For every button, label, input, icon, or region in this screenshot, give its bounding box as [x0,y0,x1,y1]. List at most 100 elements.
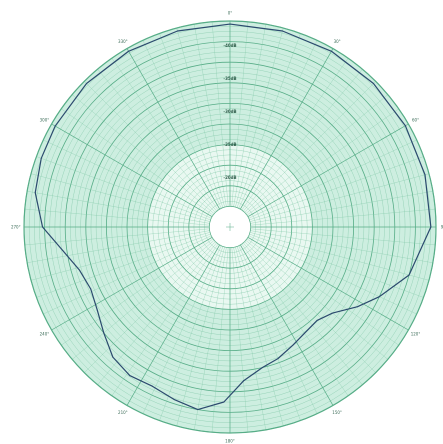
grid-spoke [236,33,301,208]
data-point [404,125,406,127]
data-point [242,380,244,382]
radial-tick-label: -35dB [223,76,236,81]
data-point [408,274,410,276]
grid-spoke [250,230,433,263]
grid-spoke [27,191,210,224]
grid-spoke [51,123,213,218]
grid-spoke [250,191,433,224]
radial-tick-label: -30dB [223,109,236,114]
grid-spoke [231,21,249,207]
grid-spoke [243,242,363,385]
angle-tick-label: 240° [40,332,50,337]
angle-tick-label: 60° [412,117,419,122]
grid-spoke [36,233,211,298]
grid-spoke [61,108,214,216]
data-point [129,375,131,377]
grid-spoke [159,246,224,421]
grid-spoke [239,48,334,210]
grid-spoke [126,48,221,210]
data-point [40,157,42,159]
grid-spoke [176,246,225,427]
angle-tick-label: 180° [225,439,235,444]
grid-spoke [97,69,217,212]
grid-spoke [211,21,229,207]
grid-spoke [246,238,399,346]
data-point [357,306,359,308]
grid-spoke [142,245,222,414]
data-point [197,409,199,411]
grid-spoke [243,69,363,212]
grid-spoke [239,244,334,406]
data-point [54,125,56,127]
grid-spoke [247,236,409,331]
grid-spoke [72,94,215,214]
grid-spoke [97,242,217,385]
grid-spoke [30,173,211,222]
angle-tick-label: 0° [228,10,233,15]
data-point [62,250,64,252]
grid-spoke [194,24,227,207]
grid-spoke [27,230,210,263]
data-point [34,192,36,194]
angle-tick-label: 330° [118,39,128,44]
grid-spoke [250,208,436,226]
grid-spoke [245,94,388,214]
grid-spoke [248,235,417,315]
grid-spoke [51,236,213,331]
data-point [277,358,279,360]
grid-spoke [61,238,214,346]
grid-spoke [245,240,388,360]
grid-spoke [241,243,349,396]
data-point [223,401,225,403]
grid-spoke [235,246,284,427]
data-point [261,367,263,368]
grid-spoke [43,139,212,219]
grid-spoke [249,232,430,281]
data-point [90,288,92,290]
data-series [34,23,432,411]
tick-labels: 0° 30° 60° 90° 120° 150° 180° 210° 240° 270° 300° 3… [11,10,443,443]
angle-tick-label: 30° [334,39,341,44]
series-line [34,23,432,411]
grid-spoke [246,108,399,216]
data-point [330,50,332,52]
grid-spoke [250,228,436,246]
data-point [372,83,374,85]
radial-tick-label: -40dB [223,43,236,48]
grid-spoke [235,27,284,208]
data-point [229,23,231,25]
grid-spoke [24,208,210,226]
grid-spoke [244,241,376,373]
grid-spoke [249,173,430,222]
data-point [430,226,432,228]
data-point [176,30,178,32]
grid-spoke [84,241,216,373]
outer-rim [23,20,437,434]
grid-spoke [233,247,266,430]
grid-spoke [238,40,318,209]
grid-spoke [233,24,266,207]
grid-spoke [241,58,349,211]
grid-spoke [142,40,222,209]
data-point [96,309,98,311]
angle-tick-label: 270° [11,225,21,230]
angle-tick-label: 300° [40,117,50,122]
grid-spoke [43,235,212,315]
angle-tick-label: 90° [441,225,443,230]
grid-spoke [126,244,221,406]
grid-spoke [244,81,376,213]
grid-spoke [194,247,227,430]
grid-spoke [247,123,409,218]
data-point [112,356,114,358]
grid-spoke [236,246,301,421]
data-point [42,226,44,228]
data-point [282,30,284,32]
grid-spoke [111,243,219,396]
data-point [378,296,380,298]
grid-spoke [231,247,249,433]
data-point [316,319,318,321]
data-point [332,312,334,314]
data-point [424,174,426,176]
grid-spoke [211,247,229,433]
